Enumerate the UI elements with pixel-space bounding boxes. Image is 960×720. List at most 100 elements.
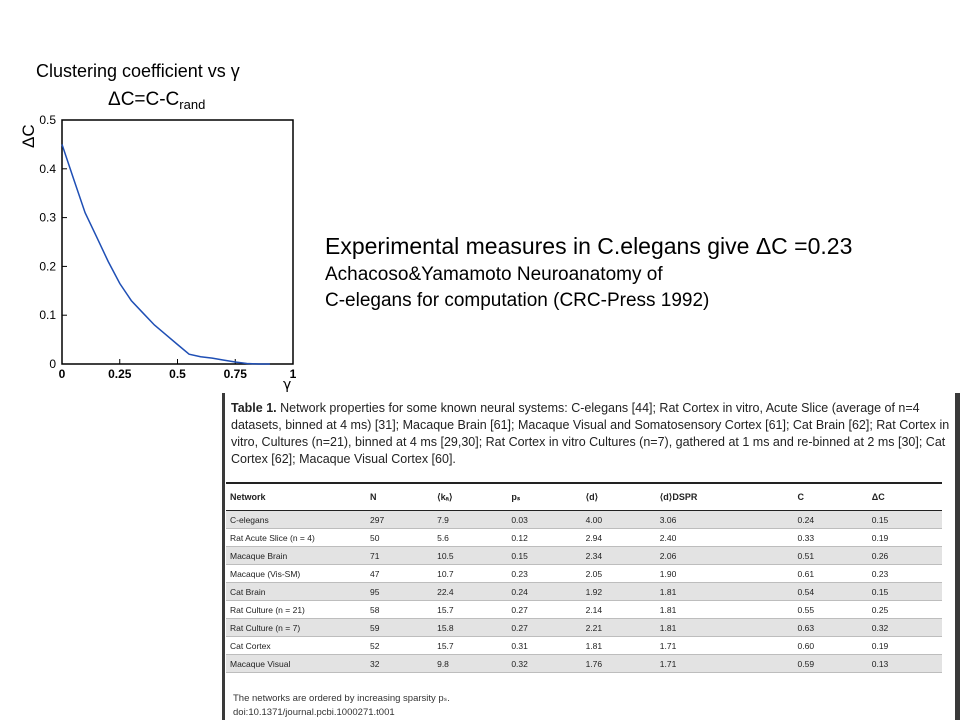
- table-cell: 1.71: [655, 636, 794, 655]
- table-cell: 0.03: [507, 510, 582, 529]
- table-doi: doi:10.1371/journal.pcbi.1000271.t001: [233, 707, 395, 718]
- table-cell: 58: [366, 600, 434, 619]
- y-tick-label: 0.4: [39, 162, 56, 176]
- y-tick-label: 0: [49, 357, 56, 371]
- table-cell: 0.25: [867, 600, 942, 619]
- table-cell: 297: [366, 510, 434, 529]
- table-row: Macaque Visual 32 9.8 0.32 1.76 1.71 0.59 0.13: [226, 654, 942, 673]
- table-cell: 71: [366, 546, 434, 565]
- experimental-headline: Experimental measures in C.elegans give …: [325, 233, 853, 259]
- header-network: Network: [226, 482, 366, 511]
- y-tick-label: 0.2: [39, 259, 56, 273]
- table-cell: 0.31: [507, 636, 582, 655]
- table-row: Macaque (Vis-SM) 47 10.7 0.23 2.05 1.90 0.61 0.…: [226, 564, 942, 583]
- header-d-dspr: ⟨d⟩DSPR: [655, 482, 794, 511]
- table-cell: 0.26: [867, 546, 942, 565]
- x-tick-label: 0.75: [224, 367, 248, 381]
- table-cell: Rat Acute Slice (n = 4): [226, 528, 366, 547]
- caption-line-1: Table 1. Network properties for some kno…: [231, 400, 943, 417]
- y-tick-label: 0.3: [39, 211, 56, 225]
- chart-subtitle-main: ΔC=C-C: [108, 89, 180, 110]
- table-cell: 2.21: [581, 618, 656, 637]
- table-cell: 1.81: [581, 636, 656, 655]
- y-tick-label: 0.1: [39, 308, 56, 322]
- chart-subtitle-sub: rand: [179, 97, 206, 112]
- table-cell: 3.06: [655, 510, 794, 529]
- table-cell: 0.51: [793, 546, 868, 565]
- table-cell: 59: [366, 618, 434, 637]
- table-header-row: Network N ⟨kₐ⟩ pₛ ⟨d⟩ ⟨d⟩DSPR C ΔC: [226, 482, 942, 511]
- table-cell: 52: [366, 636, 434, 655]
- table-cell: Macaque Brain: [226, 546, 366, 565]
- table-cell: 0.23: [867, 564, 942, 583]
- x-tick-label: 0: [59, 367, 66, 381]
- x-axis-label: γ: [283, 377, 291, 393]
- table-footnote: The networks are ordered by increasing s…: [233, 693, 450, 704]
- network-properties-table: Network N ⟨kₐ⟩ pₛ ⟨d⟩ ⟨d⟩DSPR C ΔC C-ele…: [226, 482, 942, 673]
- plot-area: [61, 119, 294, 365]
- table-cell: 0.32: [507, 654, 582, 673]
- table-cell: Rat Culture (n = 7): [226, 618, 366, 637]
- table-cell: 1.71: [655, 654, 794, 673]
- x-tick-label: 0.5: [169, 367, 186, 381]
- delta-c-series-line: [61, 144, 270, 365]
- table-cell: 1.81: [655, 618, 794, 637]
- table-row: Macaque Brain 71 10.5 0.15 2.34 2.06 0.51 0.26: [226, 546, 942, 565]
- y-tick-label: 0.5: [39, 113, 56, 127]
- table-cell: 1.92: [581, 582, 656, 601]
- table-cell: 1.76: [581, 654, 656, 673]
- table-cell: 0.55: [793, 600, 868, 619]
- table-cell: 0.27: [507, 618, 582, 637]
- table-cell: 10.7: [433, 564, 508, 583]
- table-cell: 0.15: [867, 510, 942, 529]
- table-cell: 4.00: [581, 510, 656, 529]
- table-cell: Rat Culture (n = 21): [226, 600, 366, 619]
- table-cell: 95: [366, 582, 434, 601]
- table-cell: 2.34: [581, 546, 656, 565]
- header-c: C: [793, 482, 868, 511]
- table-cell: 47: [366, 564, 434, 583]
- header-kd: ⟨kₐ⟩: [433, 482, 508, 511]
- table-caption: Table 1. Network properties for some kno…: [231, 400, 950, 468]
- table-cell: 0.24: [793, 510, 868, 529]
- table-cell: 0.15: [867, 582, 942, 601]
- table-cell: 0.60: [793, 636, 868, 655]
- table-cell: 0.32: [867, 618, 942, 637]
- table-cell: 15.7: [433, 636, 508, 655]
- table-cell: 2.06: [655, 546, 794, 565]
- y-axis-label: ΔC: [19, 124, 38, 148]
- table-cell: 0.23: [507, 564, 582, 583]
- table-cell: 0.13: [867, 654, 942, 673]
- table-cell: 0.15: [507, 546, 582, 565]
- header-n: N: [366, 482, 434, 511]
- table-cell: 15.7: [433, 600, 508, 619]
- table-row: Cat Cortex 52 15.7 0.31 1.81 1.71 0.60 0.19: [226, 636, 942, 655]
- table-cell: 0.12: [507, 528, 582, 547]
- table-cell: 0.59: [793, 654, 868, 673]
- caption-line-3: vitro, Cultures (n=21), binned at 4 ms […: [231, 435, 946, 449]
- table-cell: Macaque Visual: [226, 654, 366, 673]
- header-d: ⟨d⟩: [581, 482, 656, 511]
- caption-text-1: Network properties for some known neural…: [280, 401, 920, 415]
- paper-left-border: [222, 393, 225, 720]
- table-cell: Macaque (Vis-SM): [226, 564, 366, 583]
- table-cell: 7.9: [433, 510, 508, 529]
- paper-table-image: Table 1. Network properties for some kno…: [222, 393, 960, 720]
- table-cell: 0.33: [793, 528, 868, 547]
- table-row: Rat Acute Slice (n = 4) 50 5.6 0.12 2.94 2.40…: [226, 528, 942, 547]
- caption-line-4: Cortex [62]; Macaque Visual Cortex [60].: [231, 452, 456, 466]
- table-cell: 1.81: [655, 600, 794, 619]
- caption-line-2: datasets, binned at 4 ms) [31]; Macaque …: [231, 418, 950, 432]
- clustering-chart: 0 0.1 0.2 0.3 0.4 0.5 0 0.25 0.5 0.75 1 ΔC γ: [19, 113, 297, 393]
- table-cell: 2.94: [581, 528, 656, 547]
- experimental-reference-line2: C-elegans for computation (CRC-Press 199…: [325, 290, 710, 311]
- table-cell: 50: [366, 528, 434, 547]
- table-cell: 22.4: [433, 582, 508, 601]
- table-cell: 32: [366, 654, 434, 673]
- table-cell: 0.24: [507, 582, 582, 601]
- chart-ticks: 0 0.1 0.2 0.3 0.4 0.5 0 0.25 0.5 0.75 1: [39, 113, 296, 381]
- chart-series-layer: [61, 144, 270, 365]
- table-row: C-elegans 297 7.9 0.03 4.00 3.06 0.24 0.15: [226, 510, 942, 529]
- caption-label: Table 1.: [231, 401, 277, 415]
- experimental-note: Experimental measures in C.elegans give …: [325, 230, 955, 314]
